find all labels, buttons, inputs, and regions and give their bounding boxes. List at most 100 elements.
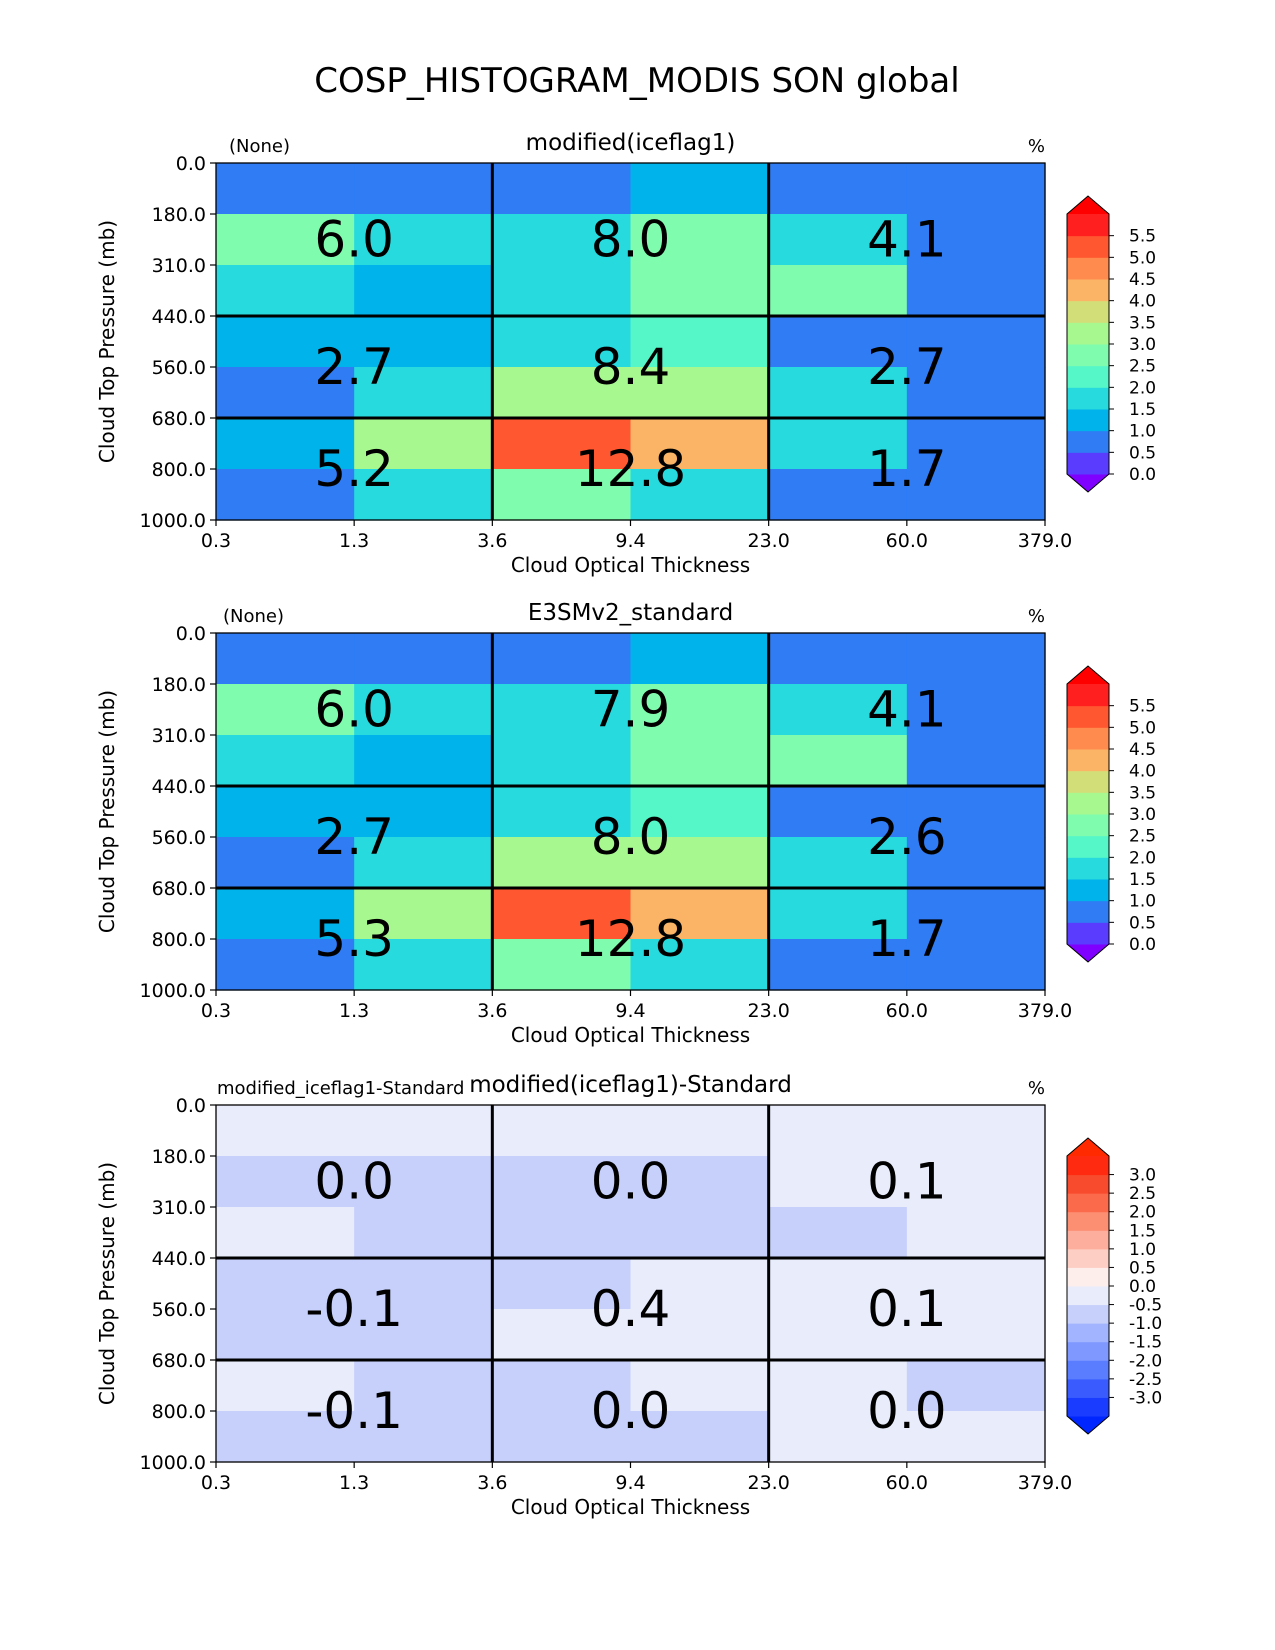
heatmap-cell — [630, 469, 770, 521]
x-tick-label: 60.0 — [886, 1000, 928, 1022]
heatmap-cell — [906, 418, 1046, 470]
colorbar-tick-label: -3.0 — [1129, 1388, 1162, 1408]
colorbar-tick-label: 2.5 — [1129, 1184, 1156, 1204]
block-total-label: 0.0 — [314, 1153, 394, 1211]
y-tick-label: 560.0 — [152, 357, 206, 379]
panel-title: modified(iceflag1) — [526, 130, 736, 156]
block-total-label: 0.4 — [591, 1280, 671, 1338]
heatmap-cell — [216, 633, 355, 685]
heatmap-cell — [630, 163, 770, 215]
colorbar-extend-max — [1067, 666, 1109, 684]
x-axis-label: Cloud Optical Thickness — [511, 1023, 750, 1047]
heatmap-cell — [216, 1360, 355, 1412]
heatmap-cell — [630, 888, 770, 940]
heatmap-cell — [768, 939, 908, 991]
block-total-label: 5.3 — [314, 910, 394, 968]
colorbar-tick-label: -2.5 — [1129, 1370, 1162, 1390]
x-tick-label: 60.0 — [886, 530, 928, 552]
colorbar-swatch — [1067, 1267, 1109, 1287]
colorbar-swatch — [1067, 1378, 1109, 1398]
heatmap-cell — [906, 684, 1046, 736]
heatmap-cell — [216, 367, 355, 419]
block-total-label: 0.0 — [591, 1382, 671, 1440]
y-tick-label: 680.0 — [152, 878, 206, 900]
colorbar-swatch — [1067, 879, 1109, 902]
block-total-label: 7.9 — [591, 681, 671, 739]
heatmap-cell — [906, 265, 1046, 317]
y-tick-label: 1000.0 — [140, 1452, 206, 1474]
heatmap-cell — [768, 418, 908, 470]
colorbar-swatch — [1067, 1323, 1109, 1343]
heatmap-cell — [768, 888, 908, 940]
block-total-label: -0.1 — [305, 1382, 403, 1440]
y-tick-label: 800.0 — [152, 1401, 206, 1423]
y-tick-label: 1000.0 — [140, 510, 206, 532]
heatmap-cell — [492, 1411, 632, 1463]
heatmap-cell — [768, 1156, 908, 1208]
heatmap-cell — [492, 1105, 632, 1157]
colorbar-swatch — [1067, 900, 1109, 923]
y-tick-label: 310.0 — [152, 725, 206, 747]
colorbar-tick-label: 2.0 — [1129, 848, 1156, 868]
block-total-label: 12.8 — [575, 440, 686, 498]
heatmap-cell — [354, 214, 493, 266]
y-tick-label: 180.0 — [152, 1146, 206, 1168]
heatmap-cell — [492, 1258, 632, 1310]
heatmap-cell — [354, 418, 493, 470]
x-tick-label: 60.0 — [886, 1472, 928, 1494]
colorbar-tick-label: 2.0 — [1129, 1203, 1156, 1223]
colorbar-tick-label: 4.0 — [1129, 762, 1156, 782]
y-axis-label: Cloud Top Pressure (mb) — [95, 690, 119, 933]
heatmap-cell — [216, 1105, 355, 1157]
heatmap-cell — [768, 163, 908, 215]
colorbar-swatch — [1067, 409, 1109, 432]
y-tick-label: 560.0 — [152, 827, 206, 849]
colorbar-tick-label: 5.0 — [1129, 718, 1156, 738]
colorbar-tick-label: 2.5 — [1129, 357, 1156, 377]
colorbar-swatch — [1067, 257, 1109, 280]
colorbar-swatch — [1067, 857, 1109, 880]
x-tick-label: 3.6 — [477, 530, 507, 552]
colorbar-tick-label: 1.5 — [1129, 400, 1156, 420]
panel-left-label: (None) — [229, 136, 290, 157]
colorbar-swatch — [1067, 452, 1109, 475]
x-tick-label: 0.3 — [201, 530, 231, 552]
heatmap-cell — [906, 1156, 1046, 1208]
block-total-label: 1.7 — [867, 440, 947, 498]
colorbar-tick-label: 0.0 — [1129, 1277, 1156, 1297]
y-tick-label: 800.0 — [152, 929, 206, 951]
colorbar-tick-label: 3.0 — [1129, 335, 1156, 355]
heatmap-cell — [906, 939, 1046, 991]
x-tick-label: 1.3 — [339, 530, 369, 552]
colorbar-swatch — [1067, 922, 1109, 945]
heatmap-cell — [354, 1105, 493, 1157]
panel-title: modified(iceflag1)-Standard — [469, 1072, 792, 1098]
heatmap-cell — [216, 469, 355, 521]
colorbar-tick-label: 3.0 — [1129, 805, 1156, 825]
heatmap-cell — [492, 888, 632, 940]
colorbar-extend-min — [1067, 474, 1109, 492]
y-tick-label: 180.0 — [152, 204, 206, 226]
heatmap-cell — [354, 469, 493, 521]
colorbar-tick-label: 1.5 — [1129, 1221, 1156, 1241]
colorbar-tick-label: 3.5 — [1129, 783, 1156, 803]
heatmap-cell — [630, 1207, 770, 1259]
heatmap-cell — [906, 367, 1046, 419]
colorbar-swatch — [1067, 814, 1109, 837]
colorbar-swatch — [1067, 1286, 1109, 1306]
colorbar-extend-min — [1067, 1416, 1109, 1434]
heatmap-cell — [768, 316, 908, 368]
colorbar-tick-label: 1.5 — [1129, 870, 1156, 890]
heatmap-cell — [492, 469, 632, 521]
x-tick-label: 1.3 — [339, 1472, 369, 1494]
heatmap-cell — [492, 163, 632, 215]
colorbar-tick-label: 0.5 — [1129, 443, 1156, 463]
heatmap-cell — [630, 939, 770, 991]
colorbar-tick-label: 1.0 — [1129, 892, 1156, 912]
colorbar-swatch — [1067, 835, 1109, 858]
colorbar-tick-label: 4.5 — [1129, 740, 1156, 760]
heatmap-cell — [216, 265, 355, 317]
y-tick-label: 440.0 — [152, 1248, 206, 1270]
block-total-label: 0.0 — [867, 1382, 947, 1440]
